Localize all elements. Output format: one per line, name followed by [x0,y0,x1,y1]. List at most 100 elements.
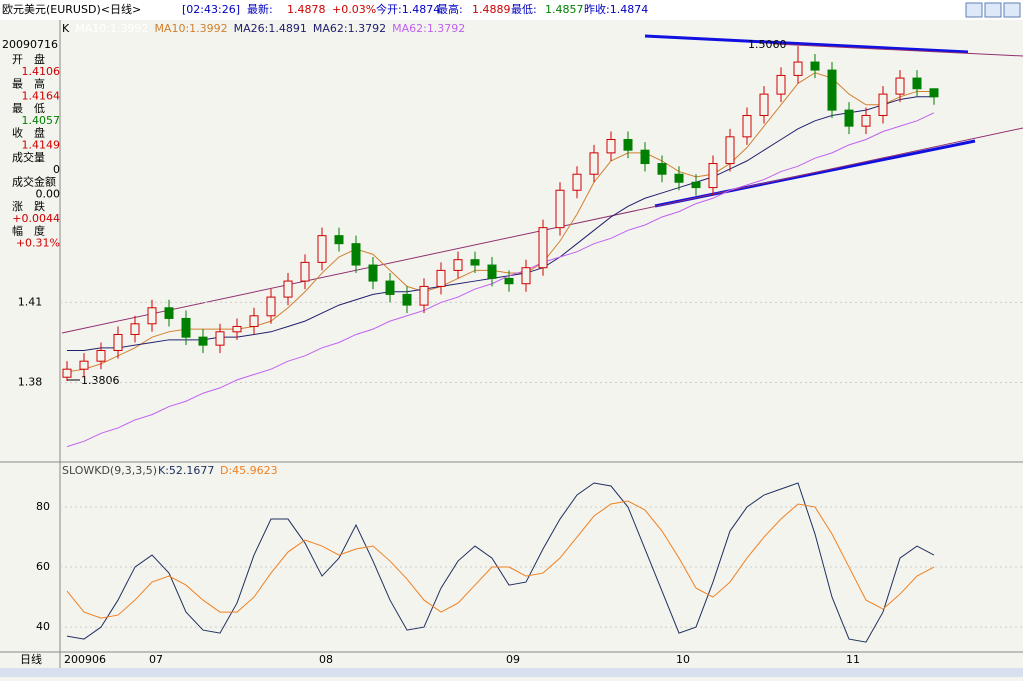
x-tick-label: 09 [506,653,520,666]
candle-body [657,163,667,175]
x-tick-label: 10 [676,653,690,666]
candle-body [470,259,480,266]
status-bar [0,668,1023,677]
candle-body [504,277,514,285]
kd-title: SLOWKD(9,3,3,5) [62,464,157,477]
y-tick-label: 1.41 [18,295,43,308]
candle-body [130,323,140,335]
line [66,482,935,643]
x-tick-label: 07 [149,653,163,666]
candle-body [62,368,72,378]
period: 日线 [20,652,42,666]
info-label: 开 盘 [12,52,45,66]
header-bar [0,0,1023,20]
info-value: +0.0044 [12,212,60,225]
info-label: 最 低 [12,102,45,115]
candle-body [385,280,395,295]
time: [02:43:26] [182,3,240,16]
high-annotation: 1.5060 [748,38,787,51]
info-date: 20090716 [2,38,58,51]
legend-entry: MA62:1.3792 [313,22,386,35]
candle-body [742,114,752,138]
kd-k: K:52.1677 [158,464,214,477]
x-tick-label: 200906 [64,653,106,666]
candle-body [351,243,361,266]
legend-entry: MA10:1.3992 [154,22,227,35]
label: 最高: [437,2,463,16]
candle-body [793,61,803,76]
candle-body [79,360,89,370]
info-label: 涨 跌 [12,199,45,213]
candle-body [589,152,599,175]
candle-body [283,280,293,298]
info-value: 1.4106 [22,65,61,78]
candle-body [249,315,259,327]
candle-body [810,61,820,71]
candle-body [487,264,497,279]
legend-entry: K [62,22,70,35]
candle-body [878,93,888,116]
candle-body [538,227,548,269]
legend-entry: MA26:1.4891 [234,22,307,35]
line [66,72,934,373]
candle-body [929,88,939,98]
value: 1.4889 [472,3,511,16]
candle-body [640,149,650,165]
line [66,112,935,448]
line [67,96,934,351]
info-value: 1.4149 [22,139,61,152]
candle-body [198,336,208,346]
candle-body [453,259,463,271]
candle-body [725,136,735,165]
candle-body [844,109,854,127]
y-tick-label: 80 [36,500,50,513]
info-label: 收 盘 [12,126,45,140]
candle-body [113,333,123,352]
kd-d: D:45.9623 [220,464,278,477]
candle-body [317,235,327,263]
value: +0.03% [332,3,376,16]
candle-body [691,181,701,189]
x-tick-label: 11 [846,653,860,666]
candle-body [232,325,242,333]
low-annotation: 1.3806 [81,374,120,387]
value: 1.4857 [545,3,584,16]
value: 今开:1.4874 [376,2,440,16]
value: 昨收:1.4874 [584,2,648,16]
candle-body [402,293,412,306]
trend-line [644,34,969,54]
candle-body [96,350,106,362]
candle-body [759,93,769,116]
candle-body [266,296,276,317]
legend-entry: MA10:1.3992 [75,22,148,35]
info-value: 1.4057 [22,114,61,127]
candle-body [861,114,871,127]
info-label: 最 高 [12,77,45,91]
candle-body [419,285,429,306]
value: 1.4878 [287,3,326,16]
candle-body [674,173,684,183]
info-label: 成交量 [12,150,45,164]
window-buttons[interactable] [965,2,1021,18]
candle-body [572,173,582,191]
candle-body [521,267,531,285]
info-label: 成交金额 [12,175,56,189]
info-value: 1.4164 [22,90,61,103]
y-tick-label: 40 [36,620,50,633]
info-value: 0.00 [36,188,61,201]
legend-entry: MA62:1.3792 [392,22,465,35]
label: 最新: [247,2,273,16]
x-tick-label: 08 [319,653,333,666]
trend-line [774,43,1023,57]
candle-body [147,307,157,325]
info-value: 0 [53,163,60,176]
info-value: +0.31% [16,237,60,250]
info-label: 幅 度 [12,224,45,238]
candle-body [164,307,174,319]
candle-body [776,74,786,95]
candle-body [623,139,633,151]
candle-body [181,317,191,338]
y-tick-label: 1.38 [18,376,43,389]
label: 最低: [511,3,537,16]
